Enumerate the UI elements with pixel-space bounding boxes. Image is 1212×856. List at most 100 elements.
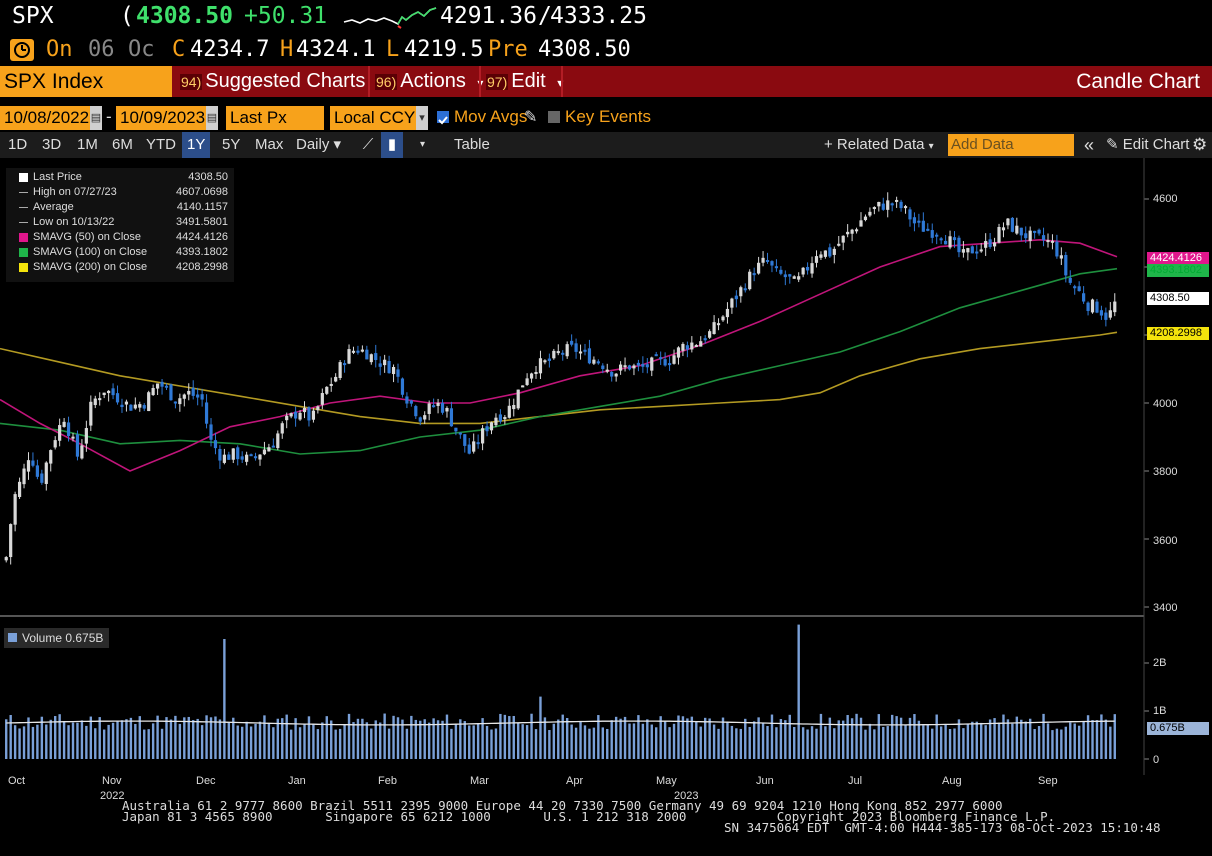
legend-swatch	[19, 248, 28, 257]
price-axis-label: 3800	[1153, 466, 1178, 478]
start-date-field[interactable]: 10/08/2022 ▤	[0, 106, 102, 130]
period-max[interactable]: Max	[255, 136, 284, 153]
key-events-label[interactable]: Key Events	[565, 107, 651, 126]
mov-avgs-label[interactable]: Mov Avgs	[454, 107, 528, 126]
line-chart-icon[interactable]: ⟋	[362, 136, 374, 153]
period-ytd[interactable]: YTD	[146, 136, 176, 153]
actions-number: 96)	[375, 74, 398, 90]
related-data-button[interactable]: + Related Data ▾	[824, 136, 934, 153]
legend-value: 3491.5801	[176, 216, 228, 228]
volume-bar	[214, 716, 217, 759]
candle-body	[868, 211, 872, 216]
volume-bar	[552, 723, 556, 759]
candle-body	[685, 345, 689, 350]
candle-body	[957, 237, 961, 253]
legend-value: 4308.50	[188, 171, 228, 183]
actions-button[interactable]: 96)Actions ▾	[375, 66, 483, 97]
volume-bar	[757, 717, 760, 759]
volume-bar	[962, 728, 965, 759]
edit-chart-button[interactable]: ✎ Edit Chart	[1106, 136, 1190, 153]
day-range-low: 4291.36	[440, 3, 537, 29]
candle-body	[832, 248, 836, 255]
mov-avgs-checkbox[interactable]	[437, 111, 449, 125]
chevron-down-icon[interactable]: ▾	[420, 139, 426, 150]
security-name[interactable]: SPX Index	[0, 66, 172, 97]
price-chart[interactable]	[0, 158, 1212, 800]
candle-body	[89, 401, 93, 426]
volume-bar	[102, 729, 106, 759]
volume-bar	[370, 728, 373, 759]
calendar-icon[interactable]: ▤	[90, 106, 102, 130]
candle-body	[396, 369, 400, 377]
candle-body	[80, 445, 84, 459]
collapse-icon[interactable]: «	[1084, 135, 1095, 155]
period-1y[interactable]: 1Y	[182, 132, 211, 158]
period-6m[interactable]: 6M	[112, 136, 133, 153]
candle-body	[480, 428, 485, 444]
volume-bar	[588, 728, 591, 759]
candle-body	[632, 365, 636, 369]
candle-body	[819, 254, 823, 258]
volume-bar	[1077, 725, 1081, 759]
candle-chart-icon[interactable]: ▮	[381, 132, 403, 158]
volume-bar	[85, 725, 88, 759]
candle-body	[605, 369, 609, 372]
volume-bar	[147, 729, 150, 759]
chart-legend: Last Price 4308.50 High on 07/27/23 4607.0…	[6, 168, 234, 282]
volume-bar	[481, 718, 484, 759]
table-button[interactable]: Table	[454, 136, 490, 153]
volume-bar	[205, 715, 208, 759]
volume-bar	[450, 728, 453, 759]
related-data-label: + Related Data	[824, 136, 925, 153]
candle-body	[943, 240, 948, 245]
candle-body	[66, 422, 71, 437]
candle-body	[966, 248, 970, 253]
candle-body	[699, 341, 703, 347]
period-1d[interactable]: 1D	[8, 136, 28, 153]
period-1m[interactable]: 1M	[77, 136, 98, 153]
key-events-checkbox[interactable]	[548, 111, 560, 123]
volume-bar	[1109, 726, 1112, 759]
volume-average-line	[6, 720, 1115, 726]
currency-select[interactable]: Local CCY ▾	[330, 106, 428, 130]
volume-bar	[316, 729, 320, 759]
period-3d[interactable]: 3D	[42, 136, 62, 153]
candle-body	[245, 454, 249, 462]
gear-icon[interactable]: ⚙	[1192, 135, 1208, 154]
candle-body	[863, 216, 868, 221]
ticker-row: SPX ( 4308.50 +50.31 4291.36 / 4333.25	[0, 0, 1212, 34]
actions-label: Actions	[400, 70, 466, 92]
chevron-down-icon[interactable]: ▾	[416, 106, 428, 130]
field-select[interactable]: Last Px	[226, 106, 324, 130]
add-data-input[interactable]: Add Data	[948, 134, 1074, 156]
volume-bar	[165, 717, 168, 759]
volume-bar	[770, 714, 774, 759]
volume-axis-label: 2B	[1153, 657, 1167, 669]
volume-bar	[272, 727, 275, 759]
volume-bar	[187, 716, 190, 759]
calendar-icon[interactable]: ▤	[206, 106, 218, 130]
end-date-field[interactable]: 10/09/2023 ▤	[116, 106, 218, 130]
candle-body	[62, 421, 66, 427]
candle-body	[676, 347, 681, 358]
volume-bar	[365, 722, 369, 759]
edit-button[interactable]: 97)Edit ▾	[486, 66, 563, 97]
candle-body	[44, 462, 48, 484]
candle-body	[427, 403, 431, 414]
candle-body	[881, 203, 885, 210]
pencil-icon[interactable]: ✎	[524, 109, 538, 126]
suggested-charts-button[interactable]: 94)Suggested Charts ▾	[180, 66, 383, 97]
month-label: Aug	[942, 775, 962, 787]
candle-body	[17, 481, 22, 497]
volume-bar	[833, 728, 836, 759]
frequency-select[interactable]: Daily ▾	[296, 136, 342, 153]
volume-bar	[499, 713, 502, 759]
volume-bar	[129, 717, 133, 759]
volume-bar	[1091, 720, 1094, 759]
volume-bar	[828, 717, 832, 759]
legend-label: Low on 10/13/22	[33, 216, 115, 228]
legend-row-sma50: SMAVG (50) on Close 4424.4126	[6, 230, 234, 245]
period-5y[interactable]: 5Y	[222, 136, 241, 153]
candle-body	[1033, 230, 1037, 233]
volume-bar	[267, 723, 271, 759]
